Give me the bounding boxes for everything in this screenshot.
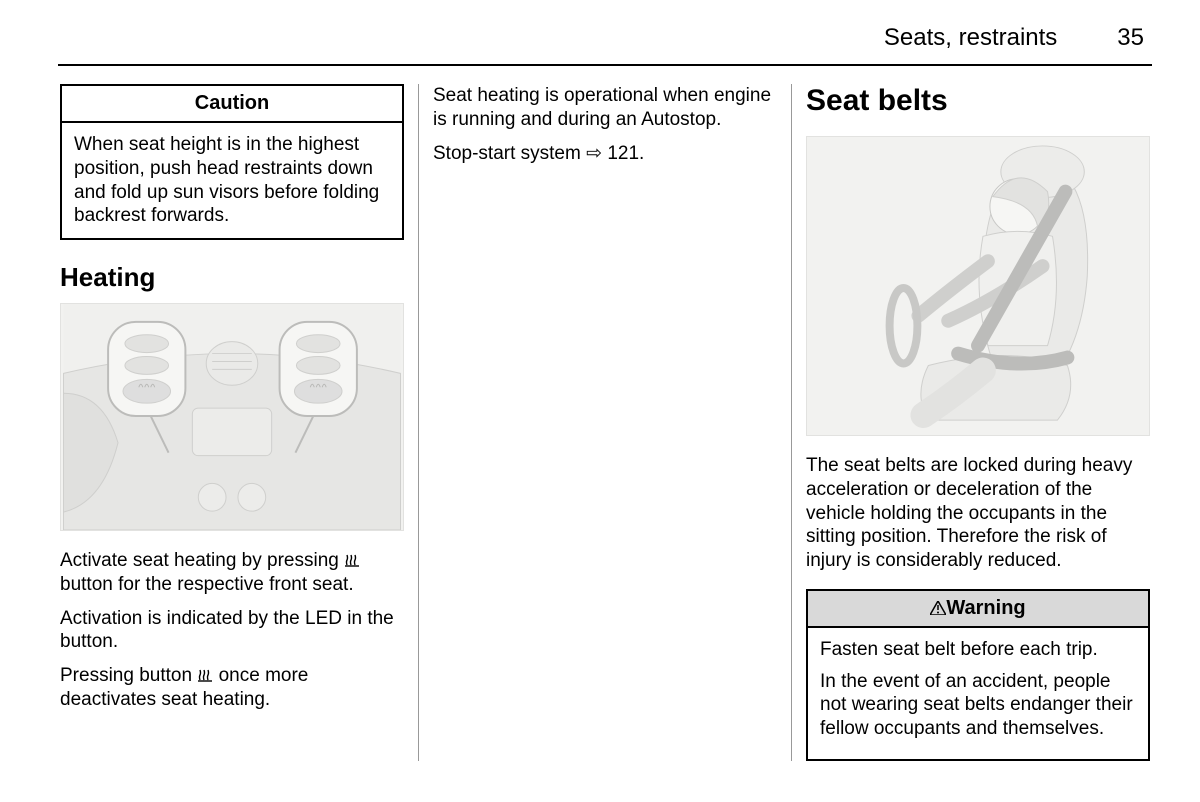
caution-title: Caution bbox=[62, 86, 402, 123]
heating-p1-a: Activate seat heating by pressing bbox=[60, 550, 344, 571]
heating-heading: Heating bbox=[60, 262, 404, 293]
col2-p2-a: Stop-start system bbox=[433, 143, 586, 164]
content-columns: Caution When seat height is in the highe… bbox=[58, 84, 1152, 761]
figure-heating bbox=[60, 303, 404, 531]
warning-title-text: Warning bbox=[946, 597, 1025, 619]
heating-p1-b: button for the respective front seat. bbox=[60, 574, 354, 595]
reference-arrow-icon: ⇨ bbox=[586, 143, 607, 164]
section-title: Seats, restraints bbox=[884, 24, 1057, 52]
header-rule bbox=[58, 64, 1152, 66]
seat-heat-icon bbox=[197, 667, 213, 683]
warning-line2: In the event of an accident, people not … bbox=[820, 670, 1136, 741]
column-2: Seat heating is operational when engine … bbox=[418, 84, 791, 761]
warning-line1: Fasten seat belt before each trip. bbox=[820, 638, 1136, 662]
heating-p2: Activation is indicated by the LED in th… bbox=[60, 607, 404, 655]
seatbelt-illustration bbox=[807, 137, 1149, 435]
col2-p2-b: . bbox=[639, 143, 644, 164]
seatbelts-heading: Seat belts bbox=[806, 84, 1150, 118]
caution-box: Caution When seat height is in the highe… bbox=[60, 84, 404, 240]
column-3: Seat belts bbox=[791, 84, 1152, 761]
column-1: Caution When seat height is in the highe… bbox=[58, 84, 418, 761]
warning-triangle-icon bbox=[930, 601, 946, 615]
heating-illustration bbox=[61, 304, 403, 530]
warning-title: Warning bbox=[808, 591, 1148, 628]
seat-heat-icon bbox=[344, 552, 360, 568]
caution-body: When seat height is in the highest posit… bbox=[62, 123, 402, 238]
col2-p2-ref: 121 bbox=[607, 143, 639, 164]
figure-seatbelt bbox=[806, 136, 1150, 436]
page-header: Seats, restraints 35 bbox=[58, 24, 1152, 52]
col2-p1: Seat heating is operational when engine … bbox=[433, 84, 777, 132]
warning-body: Fasten seat belt before each trip. In th… bbox=[808, 628, 1148, 759]
heating-p3-a: Pressing button bbox=[60, 665, 197, 686]
warning-box: Warning Fasten seat belt before each tri… bbox=[806, 589, 1150, 761]
page-number: 35 bbox=[1117, 24, 1144, 52]
heating-p3: Pressing button once more deactivates se… bbox=[60, 664, 404, 712]
heating-p1: Activate seat heating by pressing button… bbox=[60, 549, 404, 597]
seatbelts-p1: The seat belts are locked during heavy a… bbox=[806, 454, 1150, 573]
col2-p2: Stop-start system ⇨ 121. bbox=[433, 142, 777, 166]
